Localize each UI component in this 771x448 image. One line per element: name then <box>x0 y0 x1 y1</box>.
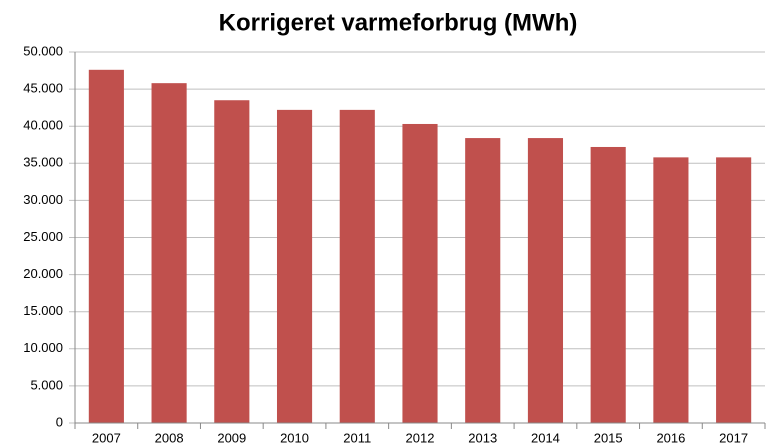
x-tick-label: 2007 <box>92 430 121 445</box>
bar <box>276 109 313 423</box>
y-tick-label: 10.000 <box>23 340 63 355</box>
y-tick-label: 5.000 <box>30 377 63 392</box>
bar <box>465 138 501 423</box>
bar <box>402 123 438 423</box>
x-tick-label: 2015 <box>594 430 623 445</box>
chart-title: Korrigeret varmeforbrug (MWh) <box>219 9 578 36</box>
y-tick-label: 35.000 <box>23 155 63 170</box>
y-tick-label: 45.000 <box>23 81 63 96</box>
bar <box>88 69 124 424</box>
bar <box>590 146 626 423</box>
bar <box>716 157 752 423</box>
bar <box>527 138 564 423</box>
y-tick-label: 40.000 <box>23 118 63 133</box>
y-tick-label: 0 <box>56 414 63 429</box>
x-tick-label: 2011 <box>343 430 371 445</box>
bar <box>151 83 187 423</box>
y-tick-label: 50.000 <box>23 43 63 58</box>
y-tick-label: 20.000 <box>23 266 63 281</box>
bar <box>653 157 689 423</box>
bar <box>339 109 375 423</box>
y-tick-label: 30.000 <box>23 192 63 207</box>
x-tick-label: 2010 <box>280 430 309 445</box>
x-tick-label: 2012 <box>406 430 435 445</box>
x-tick-label: 2014 <box>531 430 560 445</box>
x-tick-label: 2016 <box>656 430 685 445</box>
x-tick-label: 2008 <box>155 430 184 445</box>
y-tick-label: 15.000 <box>23 303 63 318</box>
y-tick-label: 25.000 <box>23 229 63 244</box>
x-tick-label: 2009 <box>217 430 246 445</box>
bar <box>214 100 250 423</box>
x-tick-label: 2013 <box>468 430 497 445</box>
x-tick-label: 2017 <box>719 430 748 445</box>
